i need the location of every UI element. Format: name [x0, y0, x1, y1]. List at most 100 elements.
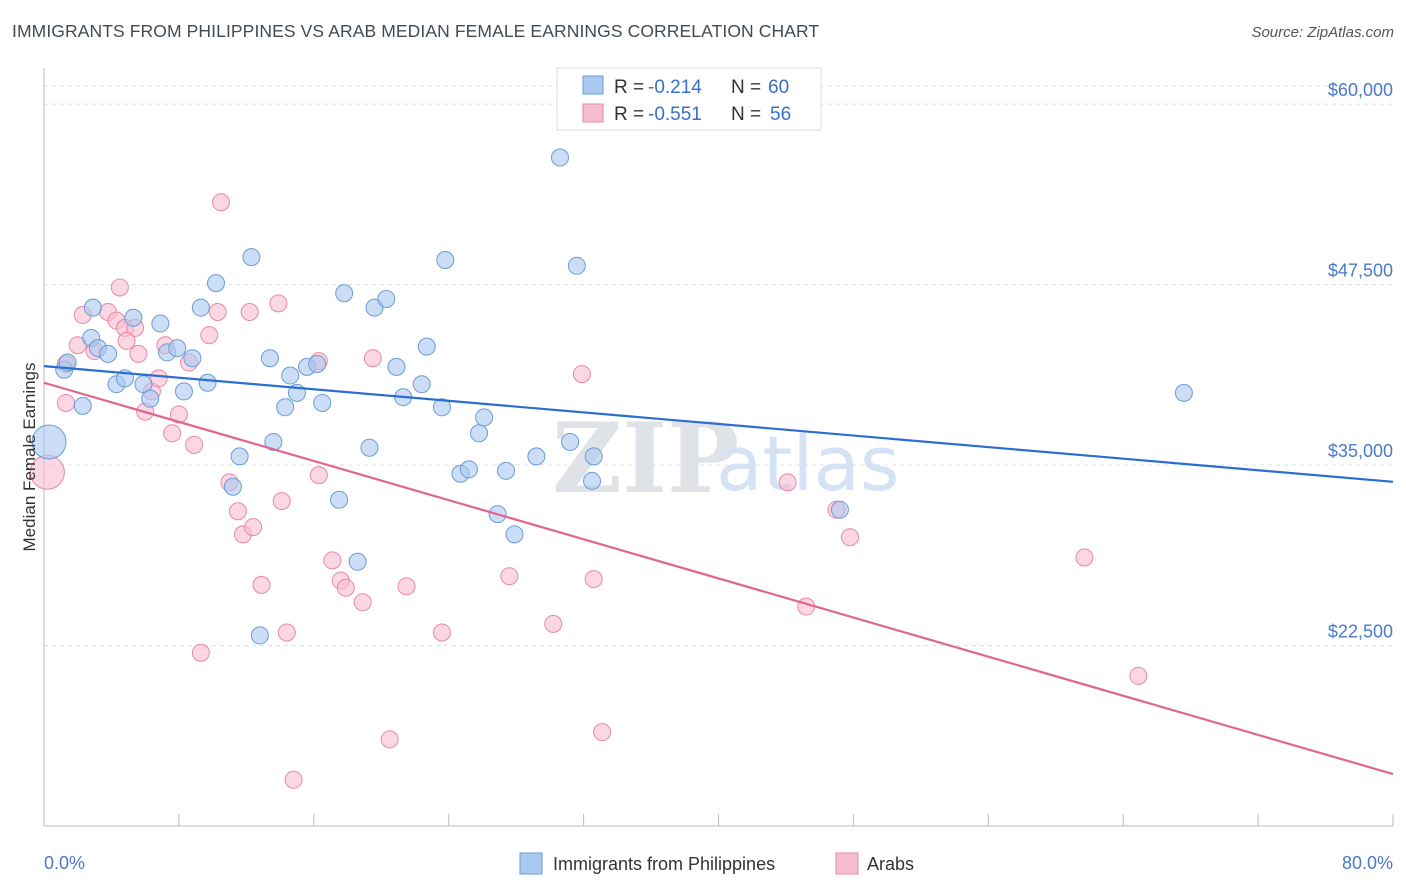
data-point	[174, 382, 193, 401]
legend-n-value-arabs: 56	[770, 104, 791, 125]
data-point	[252, 575, 271, 594]
data-point	[212, 193, 231, 212]
data-point	[200, 326, 219, 345]
data-point	[593, 723, 612, 742]
trend-lines	[43, 365, 1394, 776]
data-point	[277, 623, 296, 642]
trend-line	[43, 365, 1394, 483]
bottom-legend-label-arabs: Arabs	[867, 854, 914, 874]
data-point	[168, 339, 187, 358]
data-point	[353, 593, 372, 612]
chart-title: IMMIGRANTS FROM PHILIPPINES VS ARAB MEDI…	[12, 21, 820, 41]
data-point	[841, 528, 860, 547]
data-point	[206, 274, 225, 293]
data-point	[830, 500, 849, 519]
data-point	[412, 375, 431, 394]
data-point	[183, 349, 202, 368]
legend-r-label-philippines: R =	[614, 77, 644, 98]
data-point	[191, 643, 210, 662]
data-point	[185, 435, 204, 454]
data-point	[228, 502, 247, 521]
legend: R = -0.214 N = 60 R = -0.551 N = 56	[556, 67, 822, 131]
data-point	[336, 578, 355, 597]
data-point	[1174, 383, 1193, 402]
data-point	[56, 393, 75, 412]
data-point	[1075, 548, 1094, 567]
data-point	[497, 461, 516, 480]
data-point	[269, 294, 288, 313]
data-point	[348, 552, 367, 571]
data-point	[417, 337, 436, 356]
philippines-points	[31, 148, 1193, 645]
data-point	[432, 398, 451, 417]
data-point	[778, 473, 797, 492]
data-point	[550, 148, 569, 167]
data-point	[250, 626, 269, 645]
legend-r-value-philippines: -0.214	[648, 77, 702, 98]
data-point	[124, 308, 143, 327]
data-point	[500, 567, 519, 586]
data-point	[31, 424, 67, 460]
data-point	[313, 393, 332, 412]
data-point	[561, 432, 580, 451]
data-point	[163, 424, 182, 443]
legend-n-value-philippines: 60	[768, 77, 789, 98]
data-point	[584, 570, 603, 589]
source-credit: Source: ZipAtlas.com	[1251, 24, 1394, 41]
data-point	[583, 471, 602, 490]
data-point	[141, 389, 160, 408]
watermark-zip: ZIP	[552, 402, 739, 515]
bottom-legend-label-philippines: Immigrants from Philippines	[553, 854, 775, 874]
legend-n-label-philippines: N =	[731, 77, 761, 98]
y-tick-label: $60,000	[1328, 80, 1393, 100]
data-point	[208, 303, 227, 322]
legend-n-label-arabs: N =	[731, 104, 761, 125]
data-point	[572, 365, 591, 384]
data-point	[73, 396, 92, 415]
y-tick-label: $47,500	[1328, 261, 1393, 281]
data-point	[129, 344, 148, 363]
x-tick-label-min: 0.0%	[44, 853, 85, 873]
data-point	[83, 298, 102, 317]
data-point	[432, 623, 451, 642]
data-point	[260, 349, 279, 368]
arabs-points	[29, 193, 1148, 789]
data-point	[475, 408, 494, 427]
data-point	[244, 518, 263, 537]
data-point	[284, 770, 303, 789]
data-point	[380, 730, 399, 749]
data-point	[436, 251, 455, 270]
bottom-legend-swatch-philippines	[519, 852, 543, 875]
y-tick-label: $22,500	[1328, 622, 1393, 642]
data-point	[272, 492, 291, 511]
data-point	[330, 490, 349, 509]
data-point	[584, 447, 603, 466]
data-point	[505, 525, 524, 544]
data-point	[544, 614, 563, 633]
data-point	[149, 369, 168, 388]
y-axis-title: Median Female Earnings	[20, 363, 39, 552]
watermark: ZIP atlas	[552, 402, 900, 515]
data-point	[309, 466, 328, 485]
data-point	[387, 357, 406, 376]
y-tick-label: $35,000	[1328, 441, 1393, 461]
data-point	[323, 551, 342, 570]
data-point	[363, 349, 382, 368]
data-point	[308, 354, 327, 373]
legend-swatch-philippines	[582, 75, 604, 95]
data-point	[264, 432, 283, 451]
data-point	[281, 366, 300, 385]
data-point	[276, 398, 295, 417]
data-point	[110, 278, 129, 297]
legend-swatch-arabs	[582, 103, 604, 123]
data-point	[242, 248, 261, 267]
y-tick-labels: $22,500 $35,000 $47,500 $60,000	[1328, 80, 1393, 641]
watermark-atlas: atlas	[716, 419, 900, 508]
x-tick-label-max: 80.0%	[1342, 853, 1393, 873]
data-point	[99, 344, 118, 363]
data-point	[198, 373, 217, 392]
data-point	[470, 424, 489, 443]
data-point	[360, 438, 379, 457]
data-point	[397, 577, 416, 596]
